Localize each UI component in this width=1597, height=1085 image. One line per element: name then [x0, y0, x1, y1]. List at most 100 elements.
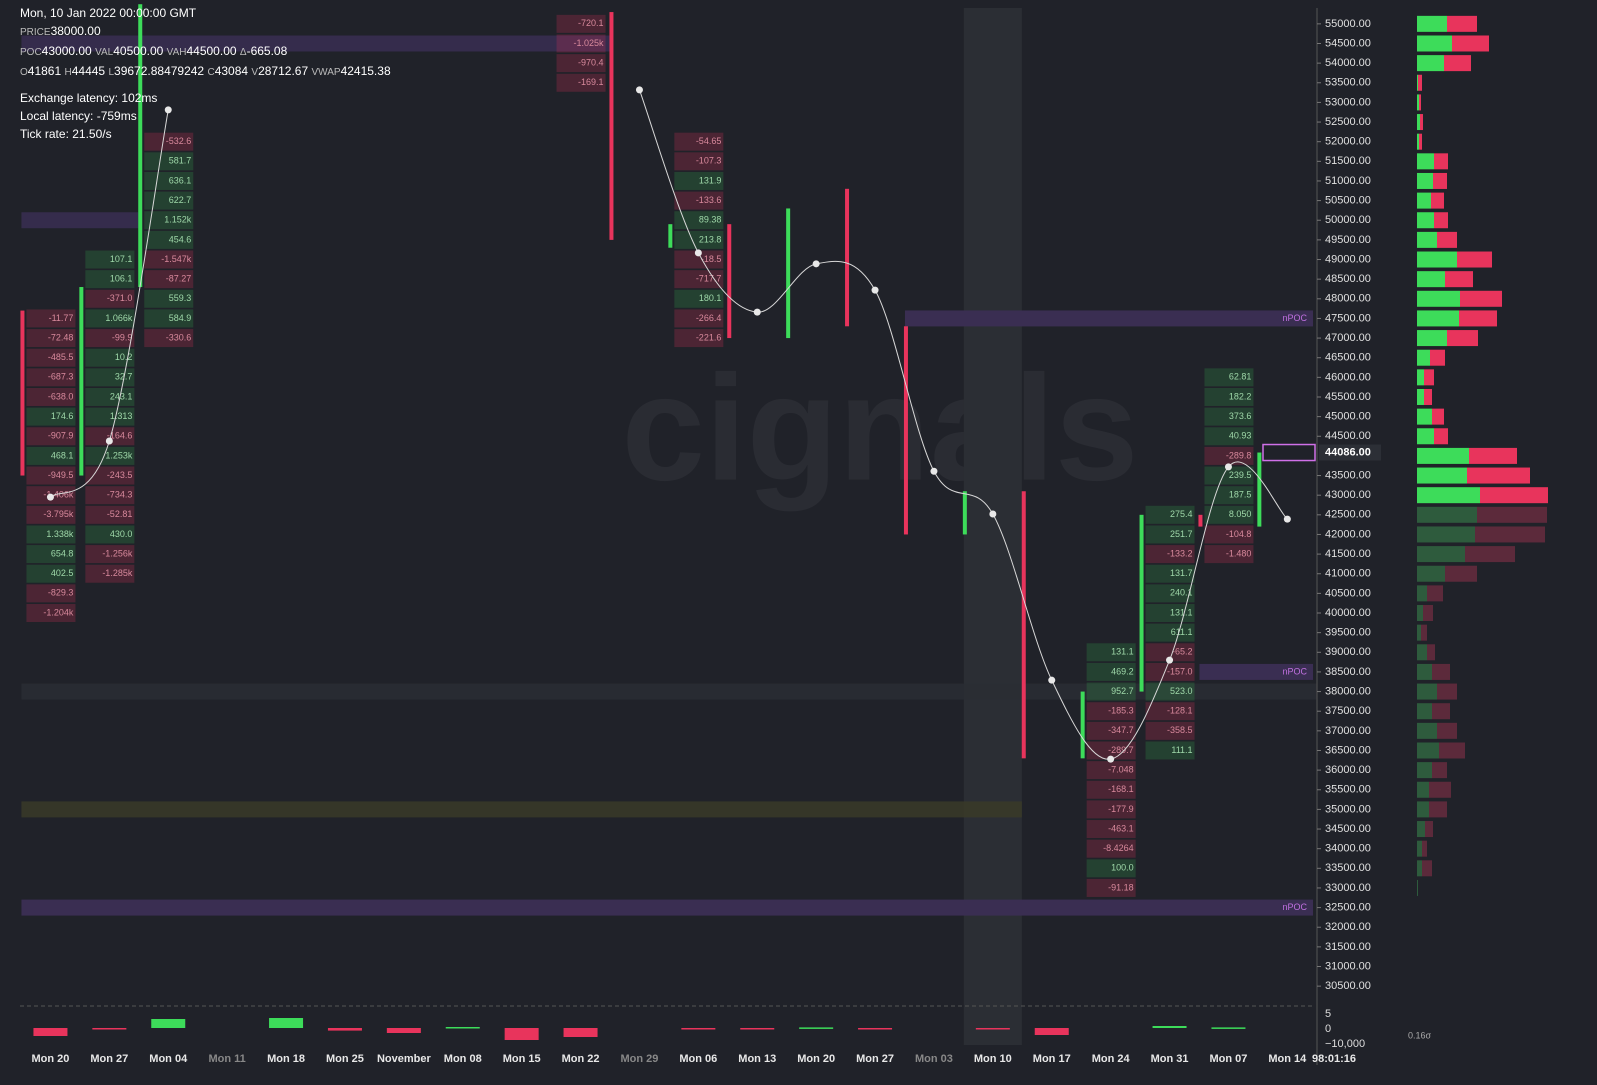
profile-buy — [1417, 369, 1424, 386]
x-tick-label: Mon 15 — [503, 1053, 541, 1065]
field-value: 39672.88479242 — [114, 64, 205, 78]
x-tick-label: Mon 03 — [915, 1053, 953, 1065]
footprint-cell — [1145, 564, 1195, 583]
x-tick-label: Mon 11 — [209, 1053, 246, 1065]
footprint-value: 581.7 — [169, 156, 192, 166]
footprint-value: -72.48 — [48, 332, 74, 342]
y-tick-label: 38000.00 — [1325, 685, 1371, 697]
level-band — [21, 212, 139, 229]
candle-body — [1139, 514, 1144, 692]
footprint-cell — [674, 250, 724, 269]
delta-bar — [681, 1028, 716, 1030]
footprint-cell — [1145, 584, 1195, 603]
footprint-value: 952.7 — [1111, 686, 1134, 696]
trend-point — [164, 106, 172, 114]
profile-buy — [1417, 153, 1434, 170]
candle-body — [845, 188, 850, 327]
footprint-value: -8.4264 — [1103, 843, 1134, 853]
footprint-value: -1.204k — [43, 607, 74, 617]
footprint-cell — [85, 329, 135, 348]
npoc-band — [904, 310, 1313, 327]
field-value: 43084 — [214, 64, 249, 78]
candle-body — [79, 287, 84, 476]
footprint-cell — [85, 525, 135, 544]
footprint-cell — [674, 152, 724, 171]
footprint-value: 251.7 — [1170, 529, 1193, 539]
profile-buy — [1417, 879, 1418, 896]
delta-bar — [858, 1028, 893, 1030]
footprint-value: -829.3 — [48, 588, 74, 598]
footprint-cell — [1204, 427, 1254, 446]
y-tick-label: 34000.00 — [1325, 843, 1371, 855]
footprint-value: 1.253k — [105, 450, 133, 460]
profile-sell — [1425, 821, 1433, 838]
trend-point — [46, 493, 54, 501]
profile-buy — [1417, 565, 1445, 582]
current-price-label: 44086.00 — [1325, 446, 1371, 458]
field-key: PRICE — [20, 27, 51, 38]
footprint-value: 373.6 — [1229, 411, 1252, 421]
y-tick-label: 31000.00 — [1325, 960, 1371, 972]
y-tick-label: 33500.00 — [1325, 862, 1371, 874]
footprint-value: 240.1 — [1170, 588, 1193, 598]
footprint-value: -1.285k — [102, 568, 133, 578]
profile-sell — [1445, 271, 1473, 288]
x-tick-label: Mon 31 — [1151, 1053, 1189, 1065]
profile-sell — [1434, 153, 1448, 170]
footprint-cell — [26, 466, 76, 485]
y-tick-label: 49500.00 — [1325, 234, 1371, 246]
footprint-value: -720.1 — [578, 18, 604, 28]
y-tick-label: 41500.00 — [1325, 548, 1371, 560]
field-value: 42415.38 — [340, 64, 391, 78]
footprint-cell — [674, 191, 724, 210]
footprint-cell — [1204, 446, 1254, 465]
y-tick-label: 44500.00 — [1325, 430, 1371, 442]
footprint-cell — [85, 407, 135, 426]
y-tick-label: 32500.00 — [1325, 901, 1371, 913]
footprint-cell — [1204, 407, 1254, 426]
footprint-value: 131.1 — [1170, 607, 1193, 617]
profile-buy — [1417, 192, 1431, 209]
x-tick-label: Mon 20 — [31, 1053, 69, 1065]
footprint-cell — [85, 564, 135, 583]
profile-sell — [1477, 506, 1547, 523]
profile-buy — [1417, 15, 1447, 32]
profile-sell — [1422, 840, 1427, 857]
footprint-cell — [26, 505, 76, 524]
footprint-cell — [85, 270, 135, 289]
profile-sell — [1421, 624, 1427, 641]
footprint-value: 62.81 — [1229, 372, 1252, 382]
y-tick-label: 30500.00 — [1325, 980, 1371, 992]
profile-buy — [1417, 133, 1419, 150]
footprint-cell — [1145, 682, 1195, 701]
delta-bar — [563, 1028, 598, 1037]
profile-sell — [1419, 94, 1421, 111]
footprint-cell — [26, 525, 76, 544]
footprint-cell — [556, 14, 606, 33]
footprint-cell — [674, 171, 724, 190]
footprint-value: -907.9 — [48, 431, 74, 441]
footprint-cell — [144, 211, 194, 230]
y-tick-label: 35500.00 — [1325, 784, 1371, 796]
level-band — [21, 801, 1022, 818]
profile-sell — [1427, 585, 1443, 602]
footprint-value: 180.1 — [699, 293, 722, 303]
y-tick-label: 54500.00 — [1325, 37, 1371, 49]
footprint-cell — [85, 309, 135, 328]
candle-body — [962, 491, 967, 535]
footprint-cell — [26, 329, 76, 348]
footprint-value: 1.152k — [164, 215, 192, 225]
header-row: O41861 H44445 L39672.88479242 C43084 V28… — [20, 62, 391, 82]
footprint-value: -87.27 — [166, 274, 192, 284]
footprint-cell — [26, 564, 76, 583]
footprint-value: -289.7 — [1108, 745, 1134, 755]
x-tick-label: Mon 07 — [1209, 1053, 1247, 1065]
profile-buy — [1417, 310, 1459, 327]
field-key: H — [64, 67, 72, 78]
footprint-cell — [144, 191, 194, 210]
delta-bar — [327, 1028, 362, 1031]
profile-sell — [1422, 860, 1432, 877]
footprint-value: -289.8 — [1226, 450, 1252, 460]
y-tick-label: 55000.00 — [1325, 18, 1371, 30]
profile-sell — [1452, 35, 1489, 52]
